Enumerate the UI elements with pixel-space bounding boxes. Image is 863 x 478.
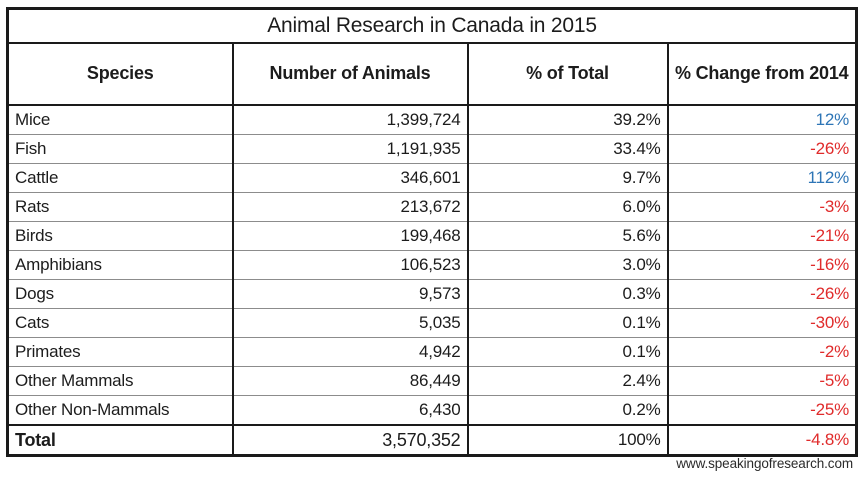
table-row: Amphibians 106,523 3.0% -16% — [6, 250, 858, 280]
change-cell: 12% — [666, 104, 858, 135]
pct-total-cell: 3.0% — [466, 250, 669, 280]
species-cell: Cattle — [6, 163, 234, 193]
table-row: Mice 1,399,724 39.2% 12% — [6, 104, 858, 135]
species-cell: Primates — [6, 337, 234, 367]
change-cell: -26% — [666, 134, 858, 164]
species-cell: Rats — [6, 192, 234, 222]
pct-total-cell: 39.2% — [466, 104, 669, 135]
pct-total-cell: 0.2% — [466, 395, 669, 425]
change-cell: 112% — [666, 163, 858, 193]
table-row: Dogs 9,573 0.3% -26% — [6, 279, 858, 309]
title-row: Animal Research in Canada in 2015 — [6, 7, 858, 44]
table-row: Cats 5,035 0.1% -30% — [6, 308, 858, 338]
species-cell: Mice — [6, 104, 234, 135]
table-row: Rats 213,672 6.0% -3% — [6, 192, 858, 222]
number-cell: 106,523 — [231, 250, 469, 280]
table-row: Birds 199,468 5.6% -21% — [6, 221, 858, 251]
change-cell: -3% — [666, 192, 858, 222]
pct-total-cell: 0.1% — [466, 308, 669, 338]
pct-total-cell: 5.6% — [466, 221, 669, 251]
number-cell: 6,430 — [231, 395, 469, 425]
table-row: Other Mammals 86,449 2.4% -5% — [6, 366, 858, 396]
pct-total-cell: 6.0% — [466, 192, 669, 222]
total-row: Total 3,570,352 100% -4.8% — [6, 424, 858, 456]
column-header-row: Species Number of Animals% of Total% Chan… — [6, 42, 858, 106]
number-cell: 9,573 — [231, 279, 469, 309]
pct-total-cell: 2.4% — [466, 366, 669, 396]
species-cell: Birds — [6, 221, 234, 251]
column-header-change-from-2014: % Change from 2014 — [666, 42, 858, 106]
change-cell: -2% — [666, 337, 858, 367]
table-row: Other Non-Mammals 6,430 0.2% -25% — [6, 395, 858, 425]
change-cell: -30% — [666, 308, 858, 338]
column-header-species: Species — [6, 42, 234, 106]
change-cell: -16% — [666, 250, 858, 280]
species-cell: Other Non-Mammals — [6, 395, 234, 425]
pct-total-cell: 0.3% — [466, 279, 669, 309]
table-title: Animal Research in Canada in 2015 — [6, 7, 858, 44]
column-header-of-total: % of Total — [466, 42, 669, 106]
column-header-number-of-animals: Number of Animals — [231, 42, 469, 106]
change-cell: -4.8% — [666, 424, 858, 456]
species-cell: Amphibians — [6, 250, 234, 280]
change-cell: -25% — [666, 395, 858, 425]
pct-total-cell: 100% — [466, 424, 669, 456]
number-cell: 5,035 — [231, 308, 469, 338]
source-url: www.speakingofresearch.com — [676, 456, 853, 471]
change-cell: -26% — [666, 279, 858, 309]
number-cell: 1,399,724 — [231, 104, 469, 135]
species-cell: Dogs — [6, 279, 234, 309]
number-cell: 1,191,935 — [231, 134, 469, 164]
table-row: Fish 1,191,935 33.4% -26% — [6, 134, 858, 164]
pct-total-cell: 33.4% — [466, 134, 669, 164]
species-cell: Cats — [6, 308, 234, 338]
species-cell: Other Mammals — [6, 366, 234, 396]
number-cell: 4,942 — [231, 337, 469, 367]
number-cell: 346,601 — [231, 163, 469, 193]
animal-research-table: Animal Research in Canada in 2015 Specie… — [6, 7, 859, 457]
table-row: Cattle 346,601 9.7% 112% — [6, 163, 858, 193]
pct-total-cell: 0.1% — [466, 337, 669, 367]
number-cell: 199,468 — [231, 221, 469, 251]
change-cell: -21% — [666, 221, 858, 251]
table-row: Primates 4,942 0.1% -2% — [6, 337, 858, 367]
change-cell: -5% — [666, 366, 858, 396]
number-cell: 213,672 — [231, 192, 469, 222]
number-cell: 86,449 — [231, 366, 469, 396]
species-cell: Fish — [6, 134, 234, 164]
number-cell: 3,570,352 — [231, 424, 469, 456]
species-cell: Total — [6, 424, 234, 456]
pct-total-cell: 9.7% — [466, 163, 669, 193]
